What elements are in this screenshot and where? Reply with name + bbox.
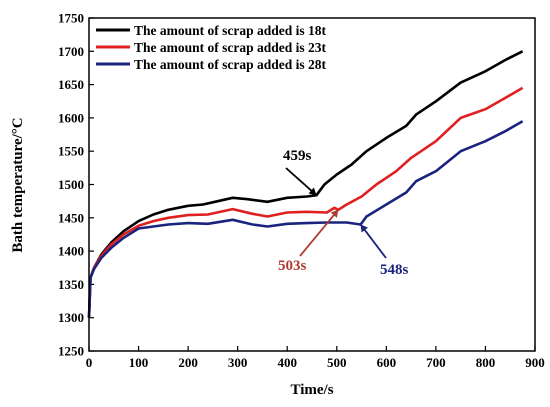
x-axis-label: Time/s [290, 382, 333, 398]
legend-label-1: The amount of scrap added is 18t [134, 23, 327, 38]
y-tick-label: 1550 [58, 144, 84, 159]
legend: The amount of scrap added is 18t The amou… [96, 23, 327, 72]
x-tick-label: 300 [228, 355, 248, 370]
y-tick-label: 1300 [58, 310, 84, 325]
plot-frame [88, 17, 536, 352]
annotation-label-2: 503s [278, 258, 307, 274]
y-tick-label: 1350 [58, 277, 84, 292]
y-tick-label: 1600 [58, 110, 84, 125]
annotation-layer: 459s 503s 548s [278, 148, 409, 278]
annotation-label-1: 459s [283, 148, 312, 164]
x-tick-label: 400 [277, 355, 297, 370]
y-axis-label: Bath temperature/°C [10, 117, 26, 252]
y-tick-label: 1700 [58, 44, 84, 59]
annotation-arrow-3 [359, 223, 387, 259]
annotation-label-3: 548s [380, 262, 409, 278]
annotation-arrowhead-1 [308, 187, 317, 196]
y-tick-label: 1500 [58, 177, 84, 192]
annotation-arrow-2 [299, 209, 339, 257]
x-tick-label: 800 [476, 355, 496, 370]
legend-label-3: The amount of scrap added is 28t [134, 57, 327, 72]
y-tick-label: 1650 [58, 77, 84, 92]
x-tick-label: 900 [525, 355, 545, 370]
x-tick-label: 700 [426, 355, 446, 370]
y-tick-label: 1400 [58, 244, 84, 259]
y-tick-label: 1750 [58, 11, 84, 26]
series-layer [87, 50, 524, 318]
legend-label-2: The amount of scrap added is 23t [134, 40, 327, 55]
x-tick-label: 600 [377, 355, 397, 370]
y-tick-label: 1450 [58, 210, 84, 225]
annotation-arrowhead-2 [330, 209, 339, 218]
series-line-2 [87, 86, 524, 318]
x-tick-label: 500 [327, 355, 347, 370]
annotation-arrowhead-3 [360, 224, 368, 233]
x-tick-label: 100 [129, 355, 149, 370]
x-tick-label: 200 [178, 355, 198, 370]
x-tick-label: 0 [86, 355, 93, 370]
y-tick-label: 1250 [58, 344, 84, 359]
series-line-3 [87, 120, 524, 318]
series-line-1 [87, 50, 524, 318]
tick-layer: 0 100 200 300 400 500 600 700 800 900 1250 1300 1350… [58, 11, 545, 371]
